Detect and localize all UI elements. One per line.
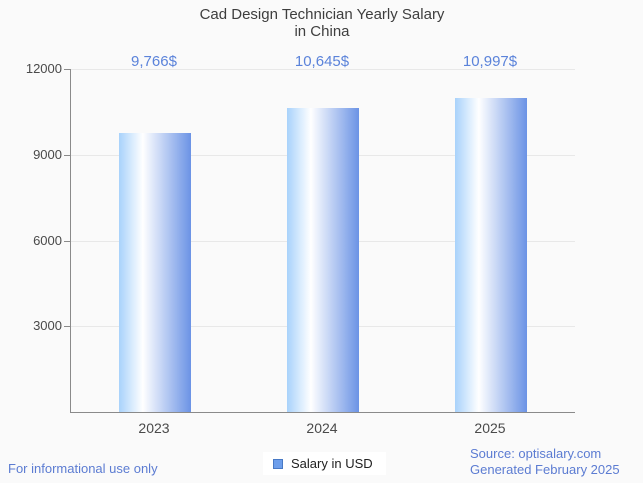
chart-title: Cad Design Technician Yearly Salary in C… [70,6,574,40]
disclaimer-text: For informational use only [8,461,158,476]
x-tick-label: 2023 [138,420,170,436]
y-tick-mark [64,241,70,242]
y-tick-label: 3000 [33,318,62,333]
x-tick-label: 2024 [306,420,338,436]
chart-title-line2: in China [294,23,350,40]
legend-swatch-icon [273,458,283,469]
bar [287,108,359,412]
bar [119,133,191,412]
legend-label: Salary in USD [291,456,373,471]
legend[interactable]: Salary in USD [263,452,386,475]
y-tick-label: 6000 [33,233,62,248]
source-link[interactable]: Source: optisalary.com [470,446,602,461]
bar-value-label: 10,997$ [462,53,518,70]
plot-area [64,69,575,413]
chart-title-line1: Cad Design Technician Yearly Salary [199,6,445,23]
bar [455,98,527,412]
gridline [71,69,575,70]
y-tick-mark [64,69,70,70]
y-tick-label: 12000 [25,61,62,76]
generated-date: Generated February 2025 [470,461,620,477]
y-tick-mark [64,326,70,327]
bar-value-label: 9,766$ [131,53,177,70]
bar-value-label: 10,645$ [294,53,350,70]
y-tick-mark [64,155,70,156]
x-tick-label: 2025 [474,420,506,436]
source-block: Source: optisalary.com Generated Februar… [470,446,620,477]
y-tick-label: 9000 [33,147,62,162]
